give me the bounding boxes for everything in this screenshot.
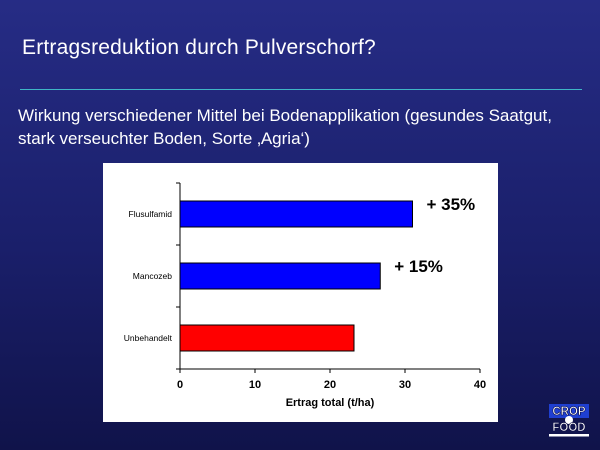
category-label: Unbehandelt (124, 333, 173, 343)
bar-mancozeb (179, 262, 381, 290)
bar-annotation: + 15% (394, 257, 443, 276)
bar-flusulfamid (179, 200, 413, 228)
bar-unbehandelt (179, 324, 355, 352)
x-tick-label: 0 (177, 379, 183, 391)
crop-for-food-logo: CROP FOOD (549, 404, 589, 437)
slide-subtitle: Wirkung verschiedener Mittel bei Bodenap… (18, 106, 552, 148)
slide-title: Ertragsreduktion durch Pulverschorf? (22, 36, 376, 59)
x-tick-label: 10 (249, 379, 261, 391)
title-divider (20, 89, 582, 90)
x-tick-label: 20 (324, 379, 336, 391)
bar-annotation: + 35% (427, 195, 476, 214)
x-tick-label: 40 (474, 379, 486, 391)
x-axis-title: Ertrag total (t/ha) (286, 397, 375, 409)
bar-chart: Flusulfamid + 35% Mancozeb + 15% Unbehandelt… (124, 182, 486, 409)
category-label: Flusulfamid (129, 209, 173, 219)
category-label: Mancozeb (133, 271, 172, 281)
logo-line1: CROP (552, 406, 586, 418)
chart-panel: Flusulfamid + 35% Mancozeb + 15% Unbehandelt… (103, 163, 498, 422)
logo-line2: FOOD (552, 422, 585, 434)
x-tick-label: 30 (399, 379, 411, 391)
